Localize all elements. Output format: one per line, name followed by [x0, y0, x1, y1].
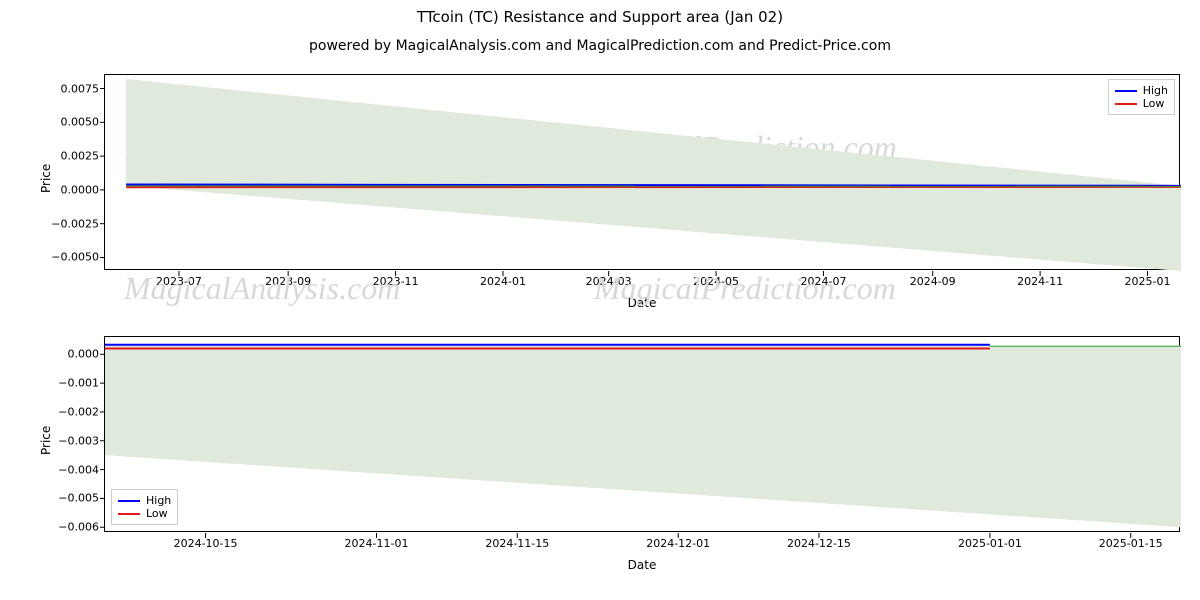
- ytick-label: 0.0075: [61, 82, 106, 95]
- ytick-label: −0.002: [58, 405, 105, 418]
- xtick-label: 2025-01-15: [1099, 531, 1163, 550]
- legend-label: High: [146, 494, 171, 507]
- ytick-label: 0.000: [68, 348, 106, 361]
- ytick-label: −0.0025: [51, 217, 105, 230]
- chart-bottom-svg: [105, 337, 1181, 533]
- chart-bottom-legend: HighLow: [111, 489, 178, 525]
- xtick-label: 2025-01-01: [958, 531, 1022, 550]
- xtick-label: 2025-01: [1125, 269, 1171, 288]
- legend-item: High: [1115, 84, 1168, 97]
- xtick-label: 2024-11-01: [345, 531, 409, 550]
- ytick-label: −0.005: [58, 492, 105, 505]
- figure-container: TTcoin (TC) Resistance and Support area …: [0, 0, 1200, 600]
- xtick-label: 2023-09: [265, 269, 311, 288]
- legend-swatch: [1115, 90, 1137, 92]
- xtick-label: 2024-12-01: [646, 531, 710, 550]
- legend-swatch: [1115, 103, 1137, 105]
- ytick-label: −0.001: [58, 377, 105, 390]
- xtick-label: 2023-07: [156, 269, 202, 288]
- xtick-label: 2024-01: [480, 269, 526, 288]
- chart-top-legend: HighLow: [1108, 79, 1175, 115]
- ytick-label: 0.0050: [61, 116, 106, 129]
- legend-swatch: [118, 513, 140, 515]
- xtick-label: 2024-03: [586, 269, 632, 288]
- xtick-label: 2024-11-15: [485, 531, 549, 550]
- xtick-label: 2023-11: [373, 269, 419, 288]
- xtick-label: 2024-12-15: [787, 531, 851, 550]
- legend-label: Low: [146, 507, 168, 520]
- xtick-label: 2024-10-15: [174, 531, 238, 550]
- legend-swatch: [118, 500, 140, 502]
- ytick-label: −0.006: [58, 521, 105, 534]
- ytick-label: −0.003: [58, 434, 105, 447]
- xtick-label: 2024-09: [910, 269, 956, 288]
- ytick-label: 0.0025: [61, 150, 106, 163]
- chart-top-ylabel: Price: [39, 164, 53, 193]
- chart-bottom-xlabel: Date: [104, 558, 1180, 572]
- legend-label: Low: [1143, 97, 1165, 110]
- chart-top-svg: [105, 75, 1181, 271]
- xtick-label: 2024-05: [693, 269, 739, 288]
- ytick-label: −0.004: [58, 463, 105, 476]
- figure-title: TTcoin (TC) Resistance and Support area …: [0, 8, 1200, 26]
- ytick-label: −0.0050: [51, 251, 105, 264]
- chart-bottom: MagicalAnalysis.com MagicalPrediction.co…: [104, 336, 1180, 532]
- legend-item: Low: [1115, 97, 1168, 110]
- chart-top-xlabel: Date: [104, 296, 1180, 310]
- figure-subtitle: powered by MagicalAnalysis.com and Magic…: [0, 38, 1200, 54]
- legend-label: High: [1143, 84, 1168, 97]
- xtick-label: 2024-07: [801, 269, 847, 288]
- xtick-label: 2024-11: [1017, 269, 1063, 288]
- ytick-label: 0.0000: [61, 183, 106, 196]
- legend-item: High: [118, 494, 171, 507]
- chart-bottom-ylabel: Price: [39, 426, 53, 455]
- legend-item: Low: [118, 507, 171, 520]
- chart-top: MagicalAnalysis.com MagicalPrediction.co…: [104, 74, 1180, 270]
